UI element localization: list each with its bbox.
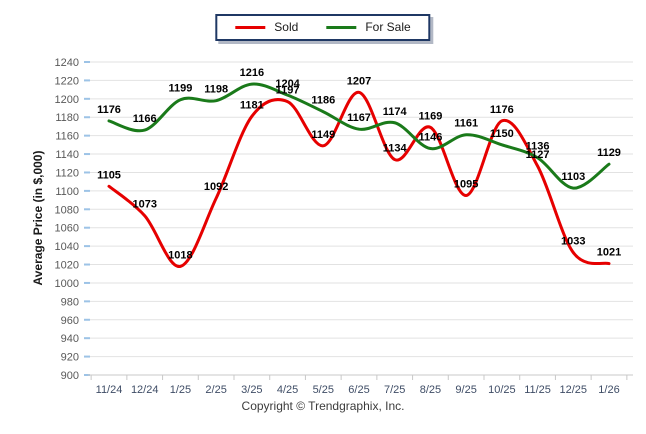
svg-text:5/25: 5/25: [313, 384, 334, 396]
svg-text:2/25: 2/25: [205, 384, 226, 396]
svg-text:1136: 1136: [526, 141, 550, 153]
svg-text:1174: 1174: [383, 106, 408, 118]
svg-text:1146: 1146: [418, 132, 442, 144]
svg-text:1176: 1176: [97, 104, 121, 116]
svg-text:3/25: 3/25: [241, 384, 262, 396]
svg-text:1100: 1100: [55, 186, 79, 198]
svg-text:1000: 1000: [55, 278, 79, 290]
svg-text:1197: 1197: [276, 85, 300, 97]
svg-text:1149: 1149: [311, 129, 335, 141]
svg-text:1129: 1129: [597, 147, 621, 159]
legend-label-for-sale: For Sale: [365, 20, 411, 34]
sold-line-swatch: [235, 25, 266, 29]
svg-text:1080: 1080: [55, 204, 79, 216]
svg-text:11/25: 11/25: [524, 384, 551, 396]
svg-text:1073: 1073: [132, 199, 156, 211]
svg-text:1167: 1167: [347, 112, 371, 124]
svg-text:1020: 1020: [55, 260, 79, 272]
svg-text:1033: 1033: [561, 236, 585, 248]
svg-text:1103: 1103: [561, 171, 585, 183]
svg-text:8/25: 8/25: [420, 384, 441, 396]
svg-text:1161: 1161: [454, 118, 478, 130]
svg-text:1092: 1092: [204, 181, 228, 193]
svg-text:12/24: 12/24: [131, 384, 159, 396]
svg-text:7/25: 7/25: [384, 384, 405, 396]
svg-text:1095: 1095: [454, 178, 478, 190]
svg-text:1204: 1204: [275, 78, 300, 90]
legend-item-sold: Sold: [235, 20, 298, 34]
svg-text:1150: 1150: [490, 128, 514, 140]
svg-text:960: 960: [61, 315, 79, 327]
svg-text:1/25: 1/25: [170, 384, 191, 396]
svg-text:1216: 1216: [240, 67, 264, 79]
svg-text:1207: 1207: [347, 75, 371, 87]
y-axis-title: Average Price (in $,000): [31, 150, 45, 286]
svg-text:940: 940: [61, 333, 79, 345]
svg-text:980: 980: [61, 296, 79, 308]
svg-text:920: 920: [61, 352, 79, 364]
chart-legend: Sold For Sale: [215, 14, 431, 41]
legend-item-for-sale: For Sale: [326, 20, 411, 34]
svg-text:1200: 1200: [55, 94, 79, 106]
svg-text:11/24: 11/24: [96, 384, 123, 396]
svg-text:1160: 1160: [55, 131, 79, 143]
svg-text:4/25: 4/25: [277, 384, 298, 396]
svg-text:1134: 1134: [383, 143, 408, 155]
svg-text:1181: 1181: [240, 99, 264, 111]
svg-text:1176: 1176: [490, 104, 514, 116]
svg-text:9/25: 9/25: [455, 384, 476, 396]
svg-text:1240: 1240: [55, 57, 79, 69]
svg-text:1040: 1040: [55, 241, 79, 253]
svg-text:1/26: 1/26: [598, 384, 619, 396]
svg-text:1169: 1169: [418, 110, 442, 122]
svg-text:1127: 1127: [526, 149, 550, 161]
svg-text:12/25: 12/25: [560, 384, 588, 396]
svg-text:1166: 1166: [133, 113, 157, 125]
svg-text:1180: 1180: [55, 112, 79, 124]
svg-text:10/25: 10/25: [488, 384, 516, 396]
svg-text:1105: 1105: [97, 169, 121, 181]
svg-text:1140: 1140: [55, 149, 79, 161]
svg-text:900: 900: [61, 370, 79, 382]
for-sale-line-swatch: [326, 25, 357, 29]
svg-text:1220: 1220: [55, 75, 79, 87]
svg-text:1018: 1018: [168, 249, 192, 261]
svg-text:6/25: 6/25: [348, 384, 369, 396]
svg-text:1120: 1120: [55, 167, 79, 179]
svg-text:1198: 1198: [204, 84, 228, 96]
svg-text:1021: 1021: [597, 247, 621, 259]
svg-text:1199: 1199: [168, 83, 192, 95]
copyright-text: Copyright © Trendgraphix, Inc.: [241, 399, 405, 413]
legend-label-sold: Sold: [274, 20, 299, 34]
svg-text:1060: 1060: [55, 223, 79, 235]
svg-text:1186: 1186: [311, 95, 335, 107]
